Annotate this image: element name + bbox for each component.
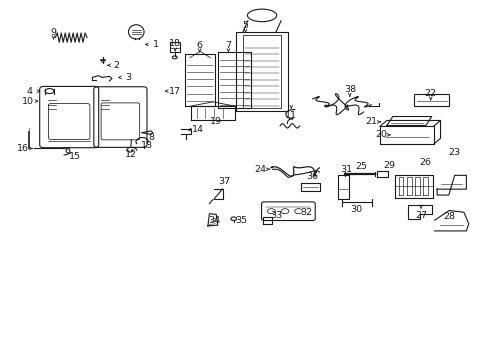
Text: 4: 4	[27, 86, 33, 95]
Text: 22: 22	[424, 89, 436, 98]
Text: 35: 35	[235, 216, 247, 225]
Text: 18: 18	[169, 39, 181, 48]
Text: 17: 17	[169, 86, 181, 95]
Text: 29: 29	[382, 161, 394, 170]
Text: 27: 27	[414, 211, 426, 220]
Text: 13: 13	[141, 141, 153, 150]
Text: 6: 6	[196, 41, 202, 50]
Text: 31: 31	[339, 166, 351, 175]
Polygon shape	[207, 214, 217, 226]
Text: 3: 3	[125, 73, 131, 82]
Text: 20: 20	[374, 130, 386, 139]
Text: 8: 8	[148, 133, 155, 142]
Text: 30: 30	[350, 205, 362, 214]
Text: 26: 26	[418, 158, 430, 167]
Text: 11: 11	[285, 111, 297, 120]
Bar	[413, 94, 448, 106]
Text: 33: 33	[270, 211, 282, 220]
Text: 1: 1	[152, 40, 159, 49]
Text: 25: 25	[355, 162, 367, 171]
Text: 34: 34	[208, 216, 220, 225]
Text: 21: 21	[365, 117, 377, 126]
Text: 5: 5	[242, 21, 248, 30]
Text: 23: 23	[447, 148, 459, 157]
Text: 12: 12	[125, 150, 137, 159]
Text: 9: 9	[50, 28, 56, 37]
Text: 2: 2	[114, 61, 120, 70]
Text: 32: 32	[299, 208, 311, 217]
Text: 16: 16	[17, 144, 29, 153]
Text: 7: 7	[225, 41, 231, 50]
Text: 38: 38	[343, 85, 355, 94]
Text: 14: 14	[191, 125, 203, 134]
Text: 19: 19	[210, 117, 222, 126]
Bar	[169, 41, 179, 52]
Text: 15: 15	[69, 152, 81, 161]
Text: 36: 36	[305, 172, 317, 181]
Text: 24: 24	[254, 165, 265, 174]
Text: 10: 10	[22, 96, 34, 105]
Text: 28: 28	[443, 212, 454, 221]
Text: 37: 37	[218, 177, 230, 186]
